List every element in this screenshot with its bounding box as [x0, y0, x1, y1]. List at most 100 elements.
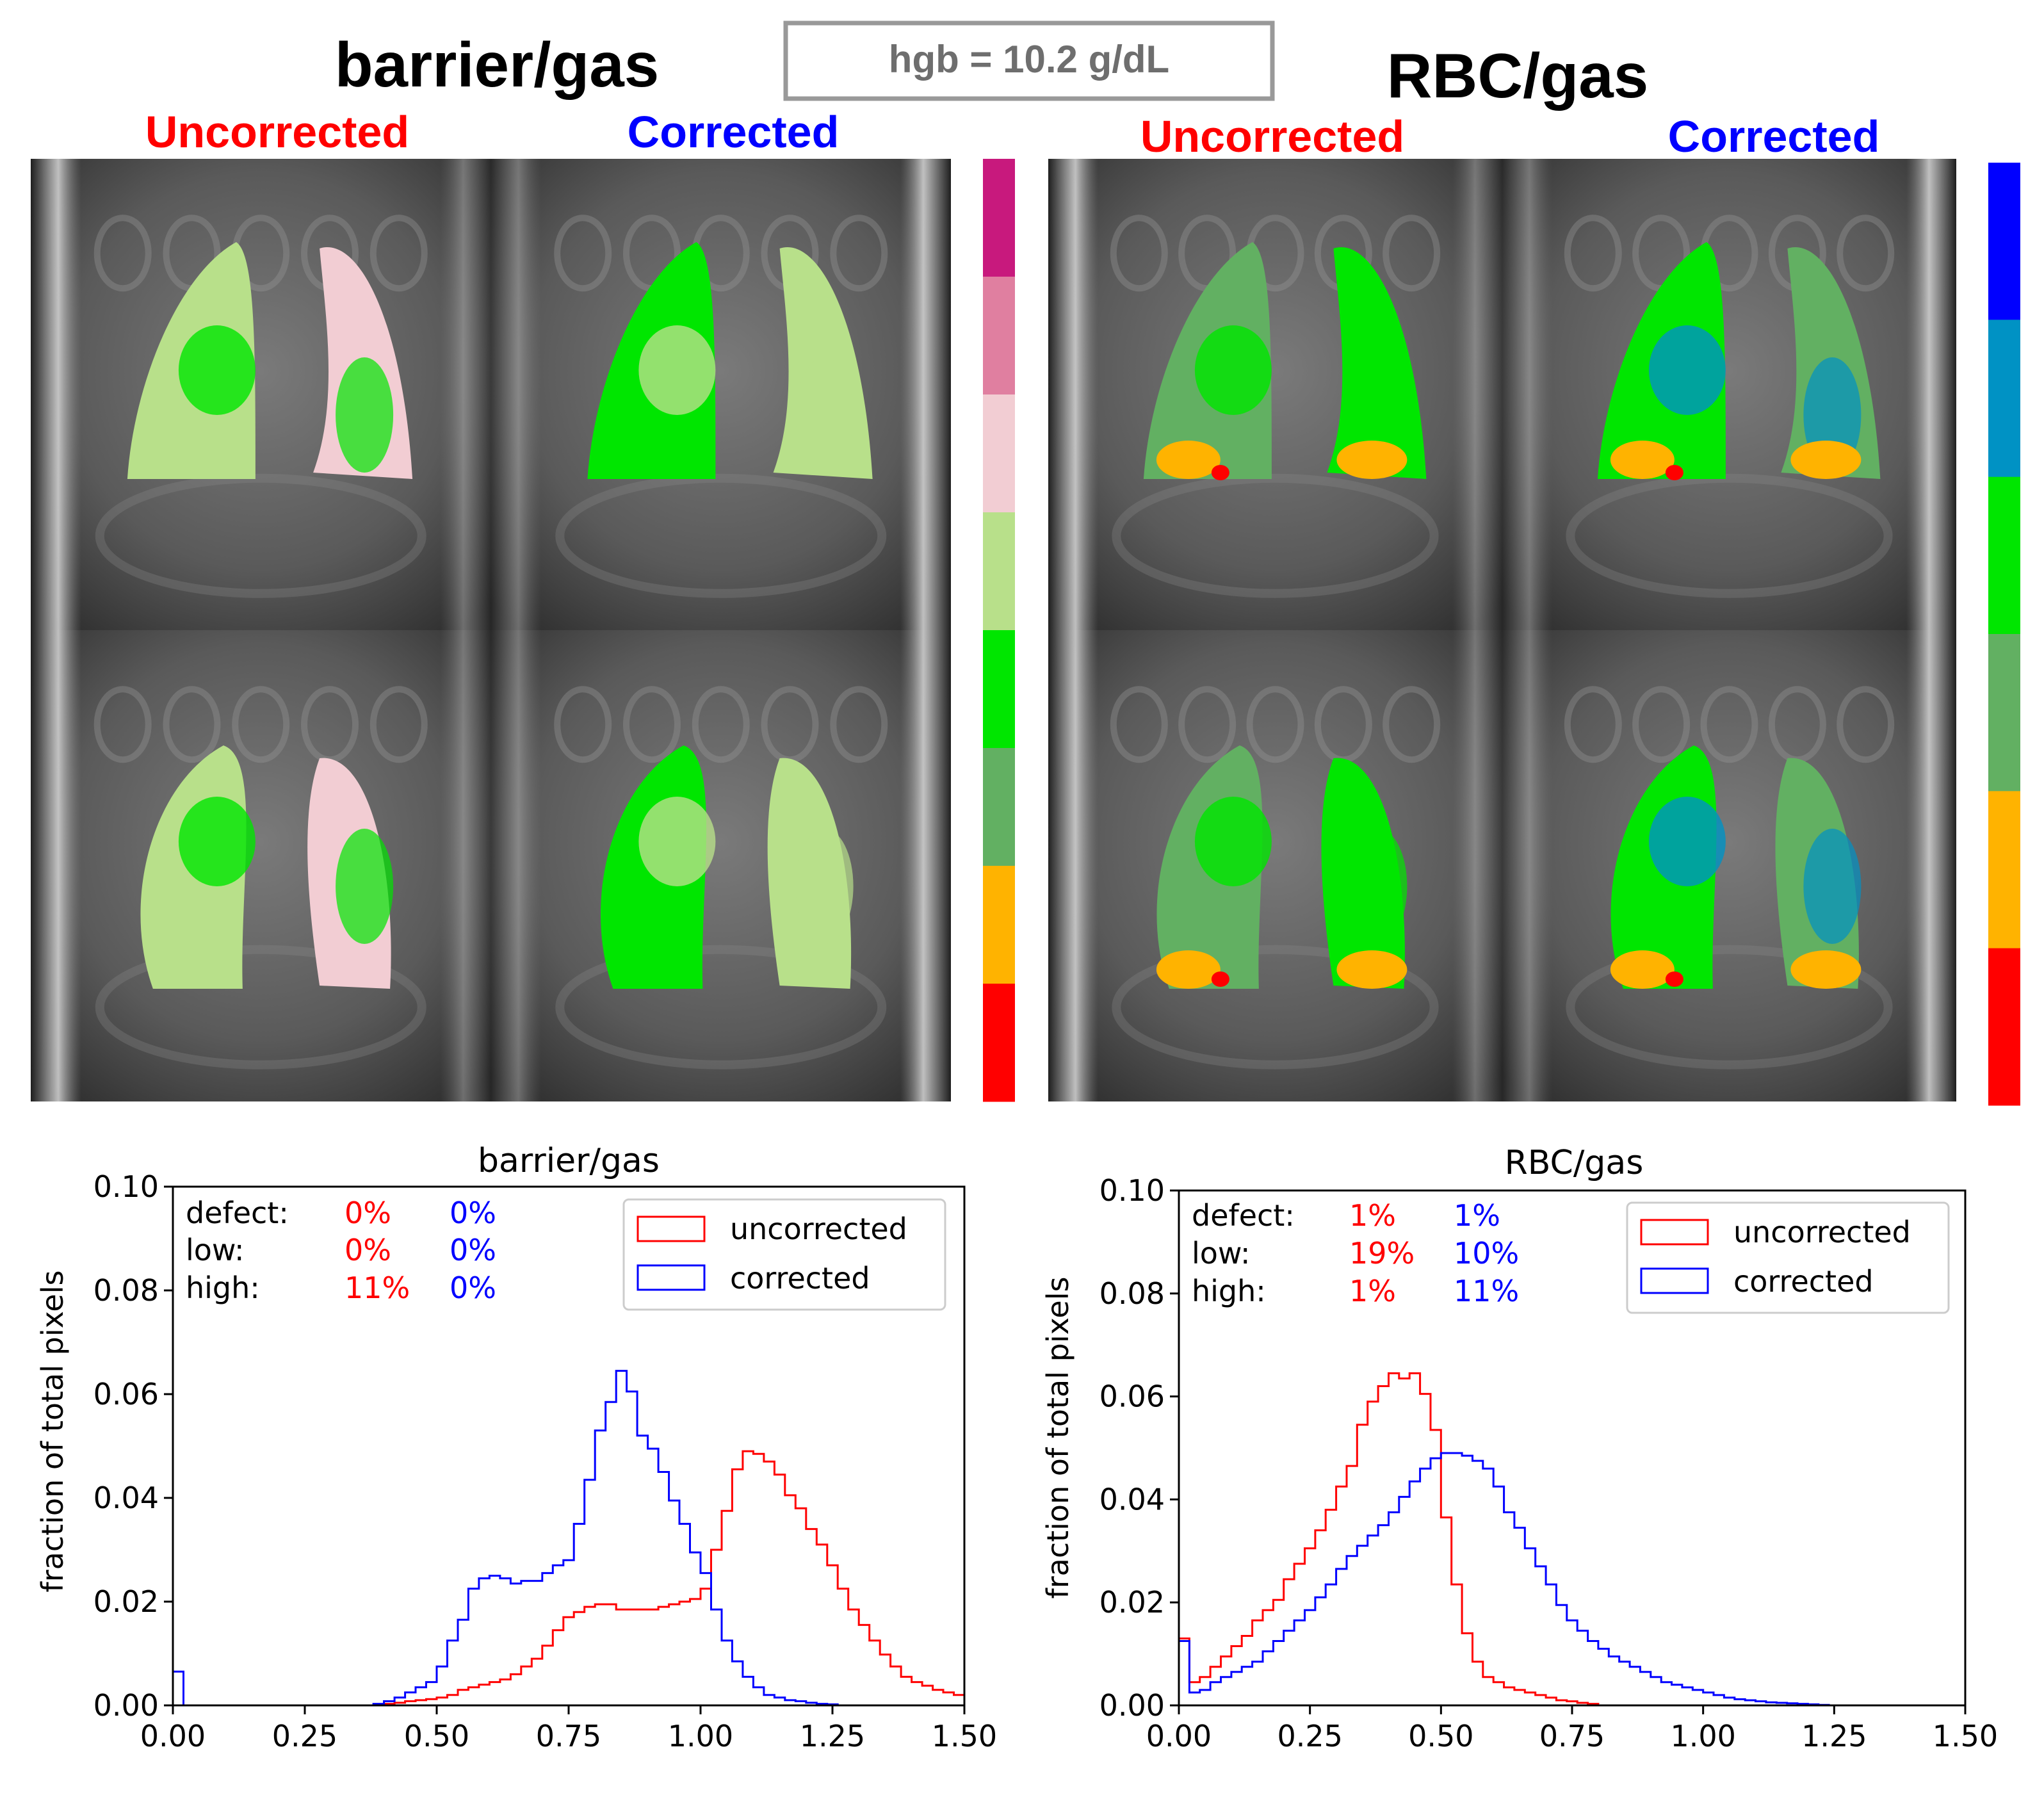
stat-corrected-defect: 0% [450, 1196, 496, 1230]
y-axis-label: fraction of total pixels [35, 1271, 70, 1593]
legend: uncorrected corrected [1626, 1201, 1950, 1314]
colorbar-segment-5 [1988, 948, 2020, 1106]
series-corrected [1178, 1452, 1965, 1707]
x-tick-label: 0.75 [536, 1719, 601, 1753]
y-tick-label: 0.04 [93, 1481, 159, 1515]
colorbar-segment-1 [1988, 320, 2020, 478]
stat-label-high: high: [1192, 1274, 1266, 1308]
x-tick-label: 0.50 [404, 1719, 469, 1753]
colorbar-segment-5 [983, 748, 1015, 866]
stat-label-high: high: [186, 1271, 260, 1305]
stat-uncorrected-high: 1% [1349, 1274, 1396, 1308]
legend: uncorrected corrected [622, 1198, 946, 1311]
left-title: barrier/gas [335, 29, 660, 100]
stat-uncorrected-low: 0% [345, 1233, 391, 1267]
chart-barrier-gas: barrier/gas fraction of total pixels 0.0… [35, 1142, 997, 1753]
series [172, 1370, 964, 1707]
x-tick-label: 1.25 [800, 1719, 865, 1753]
stat-corrected-high: 0% [450, 1271, 496, 1305]
stat-corrected-low: 0% [450, 1233, 496, 1267]
hgb-box [783, 20, 1275, 101]
stat-corrected-high: 11% [1454, 1274, 1519, 1308]
legend-swatch-corrected [1640, 1267, 1709, 1294]
stat-label-low: low: [186, 1233, 245, 1267]
x-tick-label: 1.00 [1670, 1719, 1735, 1753]
stat-corrected-low: 10% [1454, 1236, 1519, 1271]
chart-title: RBC/gas [1505, 1144, 1644, 1182]
colorbar-segment-4 [983, 630, 1015, 749]
chart-title: barrier/gas [478, 1142, 660, 1180]
mri-panel-barrier-1-1 [491, 630, 951, 1101]
mri-panel-rbc-1-0 [1048, 630, 1502, 1101]
x-tick-label: 0.50 [1408, 1719, 1473, 1753]
stat-uncorrected-high: 11% [345, 1271, 410, 1305]
x-tick-label: 1.50 [932, 1719, 997, 1753]
left-uncorrected-label: Uncorrected [145, 107, 409, 157]
series-corrected [172, 1370, 964, 1707]
stat-uncorrected-defect: 1% [1349, 1198, 1396, 1233]
legend-swatch-uncorrected [1640, 1219, 1709, 1246]
colorbar-segment-1 [983, 277, 1015, 395]
stats: defect: low: high: 0% 0% 11% 0% 0% 0% [186, 1196, 496, 1305]
right-corrected-label: Corrected [1668, 111, 1880, 161]
stat-label-defect: defect: [1192, 1198, 1295, 1233]
x-tick-label: 0.25 [272, 1719, 337, 1753]
mri-panel-rbc-1-1 [1502, 630, 1956, 1101]
legend-corrected: corrected [730, 1261, 870, 1296]
header: hgb = 10.2 g/dL barrier/gas RBC/gas Unco… [145, 20, 1880, 161]
y-tick-label: 0.06 [1099, 1379, 1165, 1414]
right-uncorrected-label: Uncorrected [1140, 111, 1404, 161]
colorbar-segment-3 [983, 512, 1015, 631]
x-tick-label: 0.00 [1146, 1719, 1212, 1753]
stat-uncorrected-defect: 0% [345, 1196, 391, 1230]
mri-panel-barrier-1-0 [31, 630, 491, 1101]
series-uncorrected [173, 1450, 964, 1707]
stat-corrected-defect: 1% [1454, 1198, 1500, 1233]
y-tick-label: 0.10 [1099, 1173, 1165, 1208]
colorbar-segment-0 [1988, 163, 2020, 320]
legend-uncorrected: uncorrected [730, 1212, 907, 1246]
legend-corrected: corrected [1733, 1264, 1874, 1299]
colorbar-segment-3 [1988, 634, 2020, 792]
stat-label-low: low: [1192, 1236, 1251, 1271]
y-tick-label: 0.06 [93, 1377, 159, 1411]
stat-label-defect: defect: [186, 1196, 289, 1230]
legend-swatch-corrected [637, 1264, 706, 1291]
series-uncorrected [1178, 1372, 1965, 1707]
mri-panel-barrier-0-0 [31, 159, 491, 630]
x-tick-label: 1.50 [1933, 1719, 1998, 1753]
plot-frame [1178, 1189, 1967, 1707]
colorbar-segment-7 [983, 984, 1015, 1102]
stats: defect: low: high: 1% 19% 1% 1% 10% 11% [1192, 1198, 1519, 1308]
legend-swatch-uncorrected [637, 1215, 706, 1242]
mri-panel-rbc-0-1 [1502, 159, 1956, 630]
y-tick-label: 0.02 [1099, 1585, 1165, 1620]
x-tick-label: 1.25 [1801, 1719, 1867, 1753]
colorbar-barrier [983, 159, 1015, 1102]
legend-uncorrected: uncorrected [1733, 1215, 1911, 1249]
y-tick-label: 0.10 [93, 1169, 159, 1204]
chart-rbc-gas: RBC/gas fraction of total pixels 0.00 0.2… [1041, 1144, 1998, 1753]
y-tick-label: 0.00 [93, 1688, 159, 1723]
series [1178, 1372, 1965, 1707]
x-tick-label: 0.00 [140, 1719, 206, 1753]
colorbar-rbc [1988, 163, 2020, 1106]
mri-panel-rbc-0-0 [1048, 159, 1502, 630]
y-tick-label: 0.08 [93, 1273, 159, 1308]
y-tick-label: 0.08 [1099, 1276, 1165, 1311]
plot-frame [172, 1185, 966, 1707]
hgb-label: hgb = 10.2 g/dL [889, 38, 1169, 81]
colorbar-segment-6 [983, 866, 1015, 984]
y-tick-label: 0.04 [1099, 1482, 1165, 1516]
x-tick-label: 1.00 [668, 1719, 733, 1753]
x-tick-label: 0.75 [1539, 1719, 1605, 1753]
y-tick-label: 0.02 [93, 1584, 159, 1619]
colorbar-segment-0 [983, 159, 1015, 277]
y-axis-label: fraction of total pixels [1041, 1277, 1075, 1599]
stat-uncorrected-low: 19% [1349, 1236, 1415, 1271]
y-tick-label: 0.00 [1099, 1688, 1165, 1723]
left-corrected-label: Corrected [628, 107, 840, 157]
right-title: RBC/gas [1387, 40, 1648, 111]
colorbar-segment-4 [1988, 791, 2020, 949]
